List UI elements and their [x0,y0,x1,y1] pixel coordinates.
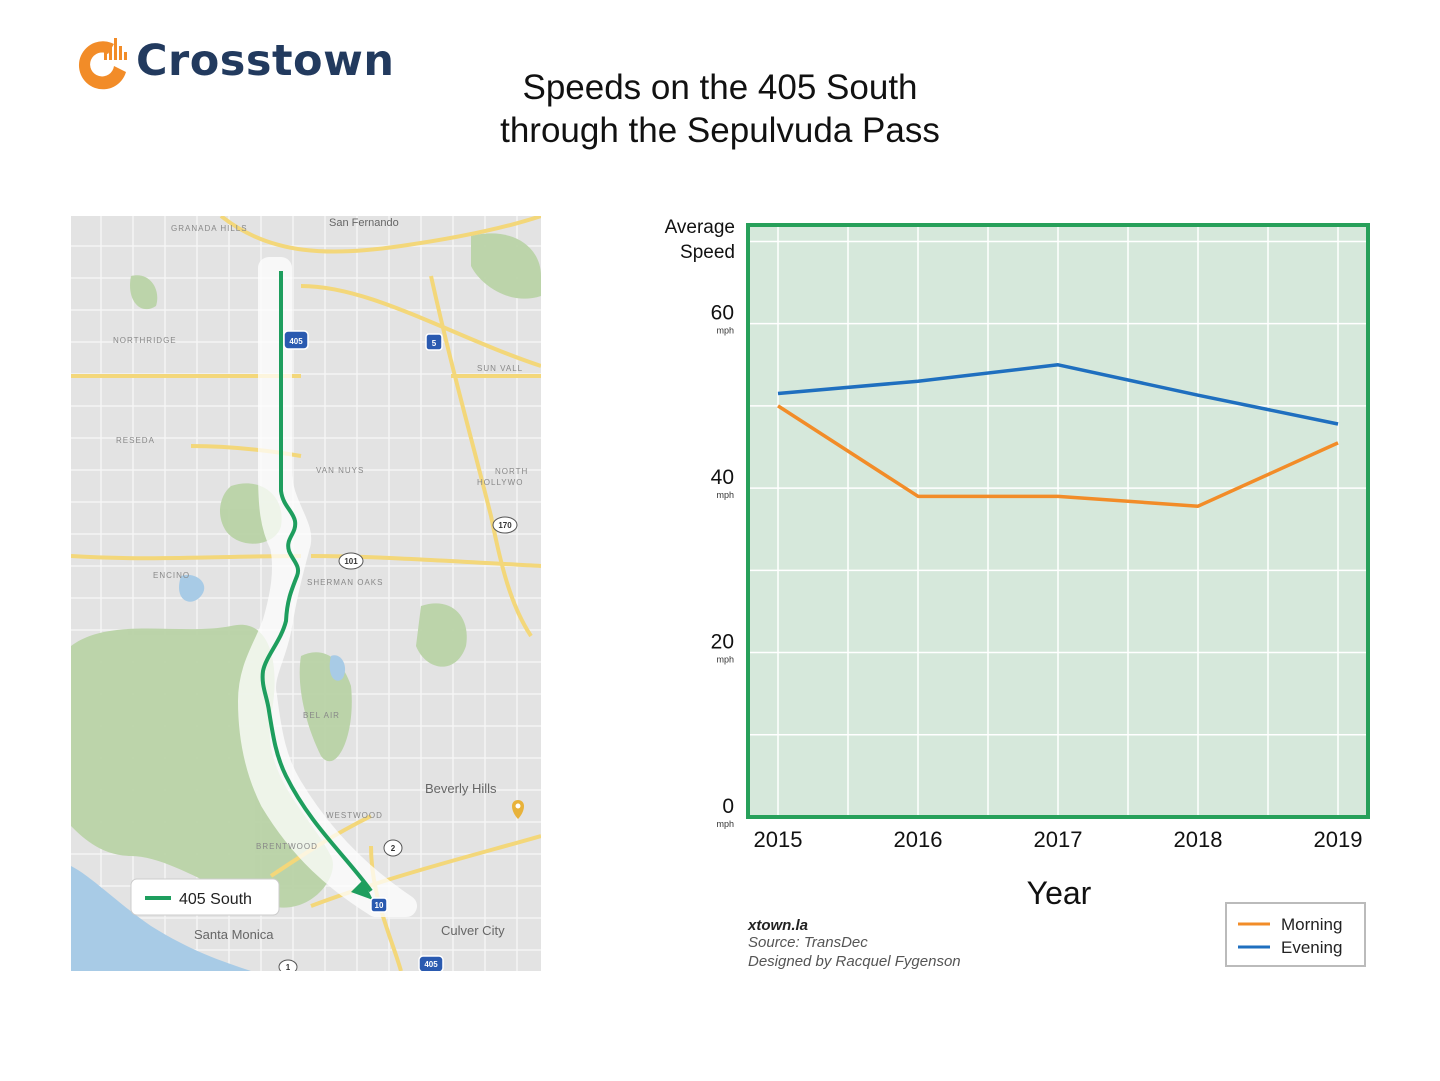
y-tick-unit: mph [716,819,734,829]
y-axis-label-line-1: Average [665,217,735,238]
shield-170: 170 [492,516,518,534]
label-encino: ENCINO [153,571,190,580]
x-tick-label: 2017 [1034,827,1083,852]
chart-legend: Morning Evening [1225,902,1366,967]
x-tick-label: 2015 [754,827,803,852]
ocean [71,866,251,971]
y-tick-label: 60 [711,302,734,325]
y-tick-unit: mph [716,326,734,336]
y-axis-label-line-2: Speed [680,242,735,263]
x-tick-label: 2019 [1314,827,1363,852]
title-line-2: through the Sepulvuda Pass [500,111,940,150]
shield-101: 101 [338,552,364,570]
location-pin-icon [512,800,524,819]
route-arrow [351,880,373,900]
label-santa-monica: Santa Monica [194,927,274,942]
y-tick-unit: mph [716,490,734,500]
legend-label-morning: Morning [1281,915,1342,934]
crosstown-logo [78,38,127,90]
shield-2-label: 2 [391,844,396,853]
label-brentwood: BRENTWOOD [256,842,318,851]
y-tick-label: 20 [711,631,734,654]
credit-source: Source: TransDec [748,934,868,951]
credit-designer: Designed by Racquel Fygenson [748,953,961,970]
y-tick-label: 40 [711,466,734,489]
page-title: Speeds on the 405 South through the Sepu… [420,66,1020,152]
legend-label-evening: Evening [1281,938,1342,957]
shield-5-label: 5 [432,339,437,348]
route-map: 405 5 170 101 2 10 [71,216,541,971]
label-bel-air: BEL AIR [303,711,340,720]
x-tick-label: 2016 [894,827,943,852]
shield-170-label: 170 [498,521,512,530]
logo-text: Crosstown [136,36,395,86]
x-tick-label: 2018 [1174,827,1223,852]
label-westwood: WESTWOOD [326,811,383,820]
shield-405-top-label: 405 [289,337,303,346]
label-san-fernando: San Fernando [329,217,399,229]
y-tick-unit: mph [716,655,734,665]
route-405-south [260,271,373,893]
series-layer [777,363,1339,508]
shield-10: 10 [370,897,388,913]
label-north-hollywood-1: NORTH [495,467,528,476]
shield-405-bottom-label: 405 [424,960,438,969]
label-reseda: RESEDA [116,436,155,445]
shield-101-label: 101 [344,557,358,566]
legend-box [1225,902,1366,967]
shield-405-top: 405 [283,330,309,350]
shield-5: 5 [425,333,443,351]
map-legend-label: 405 South [179,891,252,908]
label-van-nuys: VAN NUYS [316,466,364,475]
shield-405-bottom: 405 [418,955,444,971]
label-beverly-hills: Beverly Hills [425,781,497,796]
crosstown-logo-mark [78,41,126,90]
credit-site: xtown.la [747,917,808,934]
label-sherman-oaks: SHERMAN OAKS [307,578,383,587]
shield-1-label: 1 [286,963,291,971]
label-granada-hills: GRANADA HILLS [171,224,248,233]
shield-10-label: 10 [375,901,384,910]
map-legend: 405 South [130,878,280,916]
x-axis-label: Year [1027,875,1092,911]
label-north-hollywood-2: HOLLYWO [477,478,523,487]
shield-1: 1 [278,959,298,971]
label-northridge: NORTHRIDGE [113,336,177,345]
shield-2: 2 [383,839,403,857]
plot-frame [746,223,1370,819]
y-tick-label: 0 [722,795,734,818]
label-culver-city: Culver City [441,923,505,938]
title-line-1: Speeds on the 405 South [522,68,918,107]
grid-lines [748,225,1368,817]
label-sun-valley: SUN VALL [477,364,523,373]
